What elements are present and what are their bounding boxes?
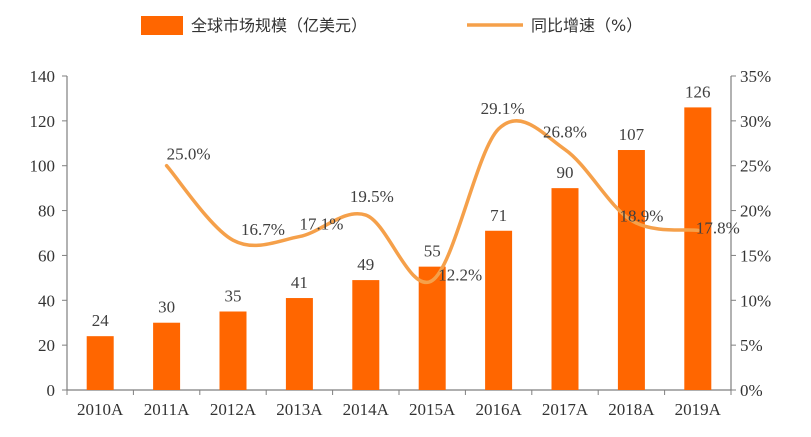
legend-bar-label: 全球市场规模（亿美元） — [191, 16, 367, 35]
line-value-label: 17.1% — [299, 215, 343, 234]
line-value-label: 19.5% — [350, 187, 394, 206]
data-labels: 24 30 35 41 49 55 71 90 107 126 25.0% 16.7% 17.1% 19.… — [92, 82, 740, 330]
axes: 0 20 40 60 80 100 120 140 0% 5% 10% 15% 20% 25% 30% 35%… — [30, 67, 772, 419]
y-left-tick-label: 80 — [38, 202, 55, 221]
growth-line — [164, 119, 700, 285]
bar — [551, 188, 579, 390]
bar-value-label: 126 — [685, 82, 711, 101]
bar — [352, 280, 380, 390]
bar — [86, 336, 114, 390]
bar — [684, 107, 712, 391]
y-right-tick-label: 10% — [740, 291, 771, 310]
bar-value-label: 55 — [424, 242, 441, 261]
line-value-label: 17.8% — [696, 218, 740, 237]
bar — [219, 311, 247, 390]
legend: 全球市场规模（亿美元） 同比增速（%） — [141, 16, 642, 35]
line-value-label: 29.1% — [481, 99, 525, 118]
bar — [485, 230, 513, 390]
bar-value-label: 35 — [225, 287, 242, 306]
bar-value-label: 49 — [357, 255, 374, 274]
y-left-tick-label: 100 — [30, 157, 56, 176]
y-right-tick-label: 15% — [740, 246, 771, 265]
x-tick-label: 2012A — [210, 400, 257, 419]
x-tick-label: 2010A — [77, 400, 124, 419]
bar — [617, 150, 645, 390]
x-tick-label: 2015A — [409, 400, 456, 419]
line-value-label: 26.8% — [543, 123, 587, 142]
y-right-tick-label: 5% — [740, 336, 763, 355]
bar-value-label: 24 — [92, 311, 110, 330]
x-tick-label: 2018A — [608, 400, 655, 419]
y-right-tick-label: 30% — [740, 112, 771, 131]
bar-value-label: 30 — [158, 298, 175, 317]
legend-bar-swatch — [141, 16, 183, 35]
y-left-tick-label: 120 — [30, 112, 56, 131]
line-value-label: 18.9% — [619, 206, 663, 225]
y-right-tick-label: 20% — [740, 202, 771, 221]
bar-value-label: 71 — [490, 206, 507, 225]
y-left-tick-label: 140 — [30, 67, 56, 86]
y-right-tick-label: 25% — [740, 157, 771, 176]
bar-value-label: 90 — [557, 163, 574, 182]
line-value-label: 25.0% — [167, 145, 211, 164]
x-tick-label: 2014A — [343, 400, 390, 419]
x-tick-label: 2016A — [475, 400, 522, 419]
bar — [418, 266, 446, 390]
y-left-tick-label: 40 — [38, 291, 55, 310]
x-tick-label: 2011A — [144, 400, 190, 419]
y-left-tick-label: 20 — [38, 336, 55, 355]
bar-series — [86, 107, 712, 391]
bar-value-label: 41 — [291, 273, 308, 292]
line-value-label: 16.7% — [241, 220, 285, 239]
y-left-tick-label: 60 — [38, 246, 55, 265]
y-right-tick-label: 0% — [740, 381, 763, 400]
legend-line-label: 同比增速（%） — [531, 16, 642, 35]
line-series — [164, 119, 700, 285]
x-tick-label: 2013A — [276, 400, 323, 419]
y-right-tick-label: 35% — [740, 67, 771, 86]
x-tick-label: 2019A — [675, 400, 722, 419]
y-left-tick-label: 0 — [47, 381, 56, 400]
x-tick-label: 2017A — [542, 400, 589, 419]
bar — [285, 298, 313, 390]
bar-value-label: 107 — [619, 125, 645, 144]
bar — [153, 322, 181, 390]
line-value-label: 12.2% — [438, 266, 482, 285]
